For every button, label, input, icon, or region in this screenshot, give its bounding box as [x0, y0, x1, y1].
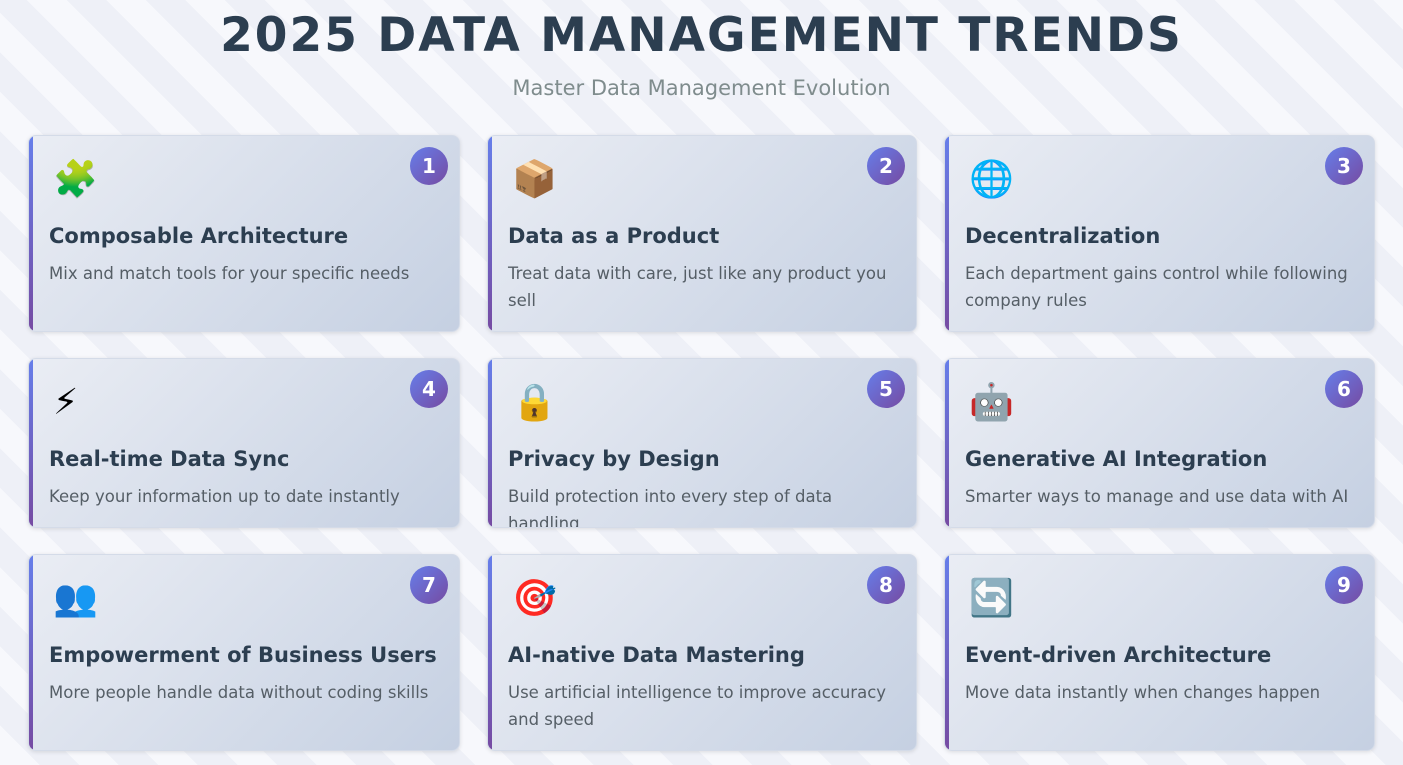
card-description: Use artificial intelligence to improve a…	[508, 683, 887, 729]
number-badge: 3	[1325, 147, 1363, 185]
card-description: Each department gains control while foll…	[965, 264, 1348, 310]
card-description: Keep your information up to date instant…	[49, 487, 400, 506]
target-icon: 🎯	[512, 578, 557, 619]
card-description: Move data instantly when changes happen	[965, 683, 1321, 702]
lightning-icon: ⚡	[53, 382, 79, 423]
trend-card: 📦 2 Data as a Product Treat data with ca…	[487, 135, 917, 332]
number-badge: 1	[410, 147, 448, 185]
card-title: Empowerment of Business Users	[49, 643, 437, 667]
card-title: AI-native Data Mastering	[508, 643, 805, 667]
card-description: Smarter ways to manage and use data with…	[965, 487, 1349, 506]
refresh-icon: 🔄	[969, 578, 1014, 619]
trend-card: 🌐 3 Decentralization Each department gai…	[944, 135, 1375, 332]
card-title: Event-driven Architecture	[965, 643, 1272, 667]
trend-card: 🔒 5 Privacy by Design Build protection i…	[487, 358, 917, 528]
trend-card: 🤖 6 Generative AI Integration Smarter wa…	[944, 358, 1375, 528]
page-title: 2025 DATA MANAGEMENT TRENDS	[220, 8, 1183, 63]
card-title: Composable Architecture	[49, 224, 349, 248]
card-title: Generative AI Integration	[965, 447, 1268, 471]
trend-card: 👥 7 Empowerment of Business Users More p…	[28, 554, 460, 751]
robot-icon: 🤖	[969, 382, 1014, 423]
card-description: Treat data with care, just like any prod…	[508, 264, 887, 310]
number-badge: 6	[1325, 370, 1363, 408]
number-badge: 4	[410, 370, 448, 408]
trend-card: 🧩 1 Composable Architecture Mix and matc…	[28, 135, 460, 332]
trend-card: ⚡ 4 Real-time Data Sync Keep your inform…	[28, 358, 460, 528]
number-badge: 2	[867, 147, 905, 185]
number-badge: 5	[867, 370, 905, 408]
users-icon: 👥	[53, 578, 98, 619]
globe-icon: 🌐	[969, 159, 1014, 200]
card-title: Decentralization	[965, 224, 1161, 248]
package-icon: 📦	[512, 159, 557, 200]
card-title: Data as a Product	[508, 224, 720, 248]
card-description: More people handle data without coding s…	[49, 683, 429, 702]
puzzle-icon: 🧩	[53, 159, 98, 200]
number-badge: 7	[410, 566, 448, 604]
card-description: Build protection into every step of data…	[508, 487, 833, 528]
card-title: Privacy by Design	[508, 447, 720, 471]
number-badge: 9	[1325, 566, 1363, 604]
card-title: Real-time Data Sync	[49, 447, 290, 471]
lock-icon: 🔒	[512, 382, 557, 423]
trend-card: 🔄 9 Event-driven Architecture Move data …	[944, 554, 1375, 751]
page-subtitle: Master Data Management Evolution	[512, 76, 891, 100]
trend-card: 🎯 8 AI-native Data Mastering Use artific…	[487, 554, 917, 751]
number-badge: 8	[867, 566, 905, 604]
card-description: Mix and match tools for your specific ne…	[49, 264, 410, 283]
